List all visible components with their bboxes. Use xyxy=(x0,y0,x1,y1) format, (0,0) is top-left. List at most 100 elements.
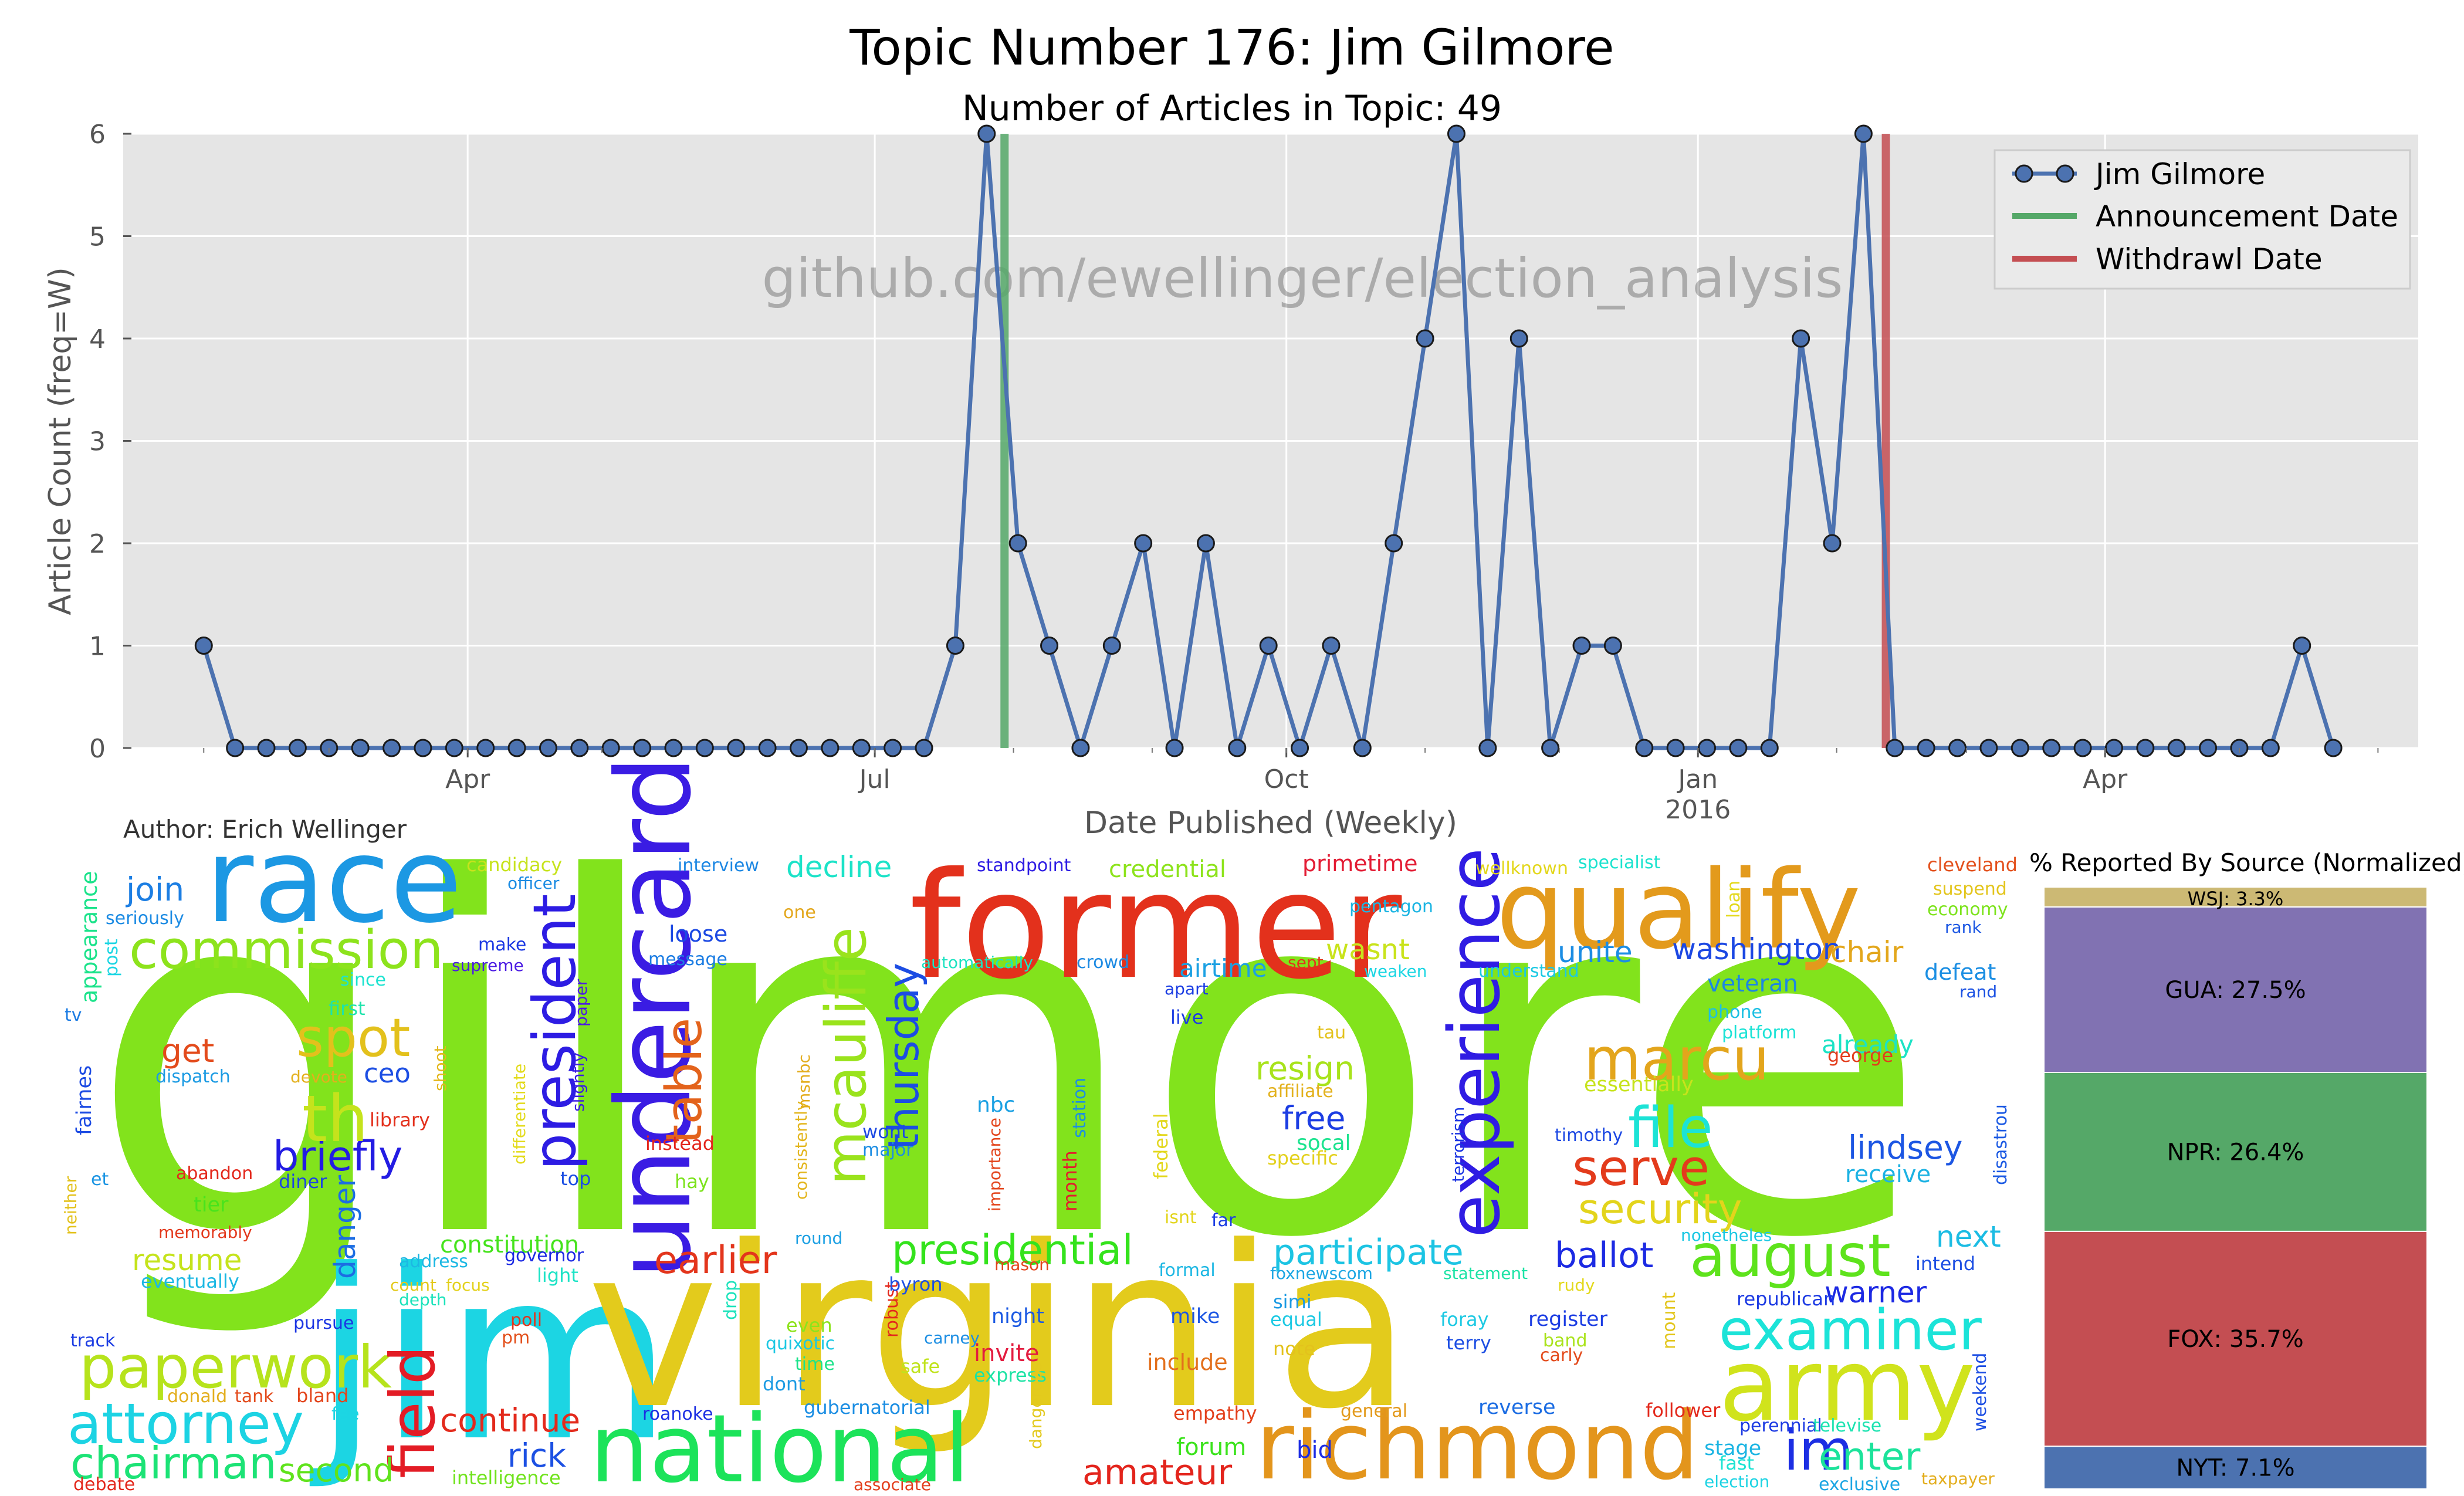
word-cloud-word: george xyxy=(1827,1044,1893,1067)
word-cloud-word: interview xyxy=(678,855,759,876)
data-point xyxy=(2073,739,2092,757)
word-cloud-word: august xyxy=(1690,1221,1891,1290)
word-cloud-word: roanoke xyxy=(642,1404,713,1424)
word-cloud-word: since xyxy=(340,970,386,990)
word-cloud-word: security xyxy=(1578,1185,1742,1233)
series-jim-gilmore xyxy=(194,124,2343,757)
word-cloud-word: socal xyxy=(1297,1131,1351,1155)
word-cloud-word: stage xyxy=(1704,1437,1761,1460)
word-cloud-word: perennial xyxy=(1739,1416,1822,1436)
word-cloud-word: dispatch xyxy=(155,1067,231,1087)
word-cloud-word: importance xyxy=(985,1118,1004,1211)
data-point xyxy=(257,739,276,757)
word-cloud-word: sept xyxy=(1288,953,1324,972)
data-point xyxy=(1823,534,1842,553)
word-cloud-word: thursday xyxy=(879,963,928,1150)
y-tick-label: 3 xyxy=(89,427,106,457)
word-cloud-word: continue xyxy=(440,1402,580,1439)
x-tick-sublabel: 2016 xyxy=(1665,795,1731,825)
word-cloud-word: amateur xyxy=(1082,1452,1232,1493)
word-cloud-word: nonetheles xyxy=(1681,1226,1772,1245)
data-point xyxy=(2104,739,2123,757)
word-cloud-word: night xyxy=(991,1305,1044,1328)
word-cloud-word: bland xyxy=(296,1385,348,1407)
data-point xyxy=(1416,329,1434,348)
word-cloud-word: next xyxy=(1936,1220,2001,1254)
data-point xyxy=(915,739,933,757)
word-cloud-word: major xyxy=(862,1140,913,1160)
word-cloud-word: th xyxy=(302,1081,368,1156)
chart-title: Topic Number 176: Jim Gilmore xyxy=(849,19,1614,76)
word-cloud-word: one xyxy=(783,902,816,923)
word-cloud-word: undercard xyxy=(595,756,714,1279)
y-tick-label: 5 xyxy=(89,222,106,252)
legend-marker-jim-gilmore xyxy=(2015,164,2033,183)
word-cloud-word: forum xyxy=(1176,1434,1246,1461)
word-cloud-word: diner xyxy=(279,1170,327,1193)
word-cloud-word: band xyxy=(1543,1331,1587,1351)
data-point xyxy=(1635,739,1654,757)
word-cloud-word: richmond xyxy=(1255,1391,1699,1496)
word-cloud-word: make xyxy=(478,935,526,955)
word-cloud-word: washington xyxy=(1672,932,1841,966)
word-cloud-word: express xyxy=(974,1364,1047,1386)
word-cloud-word: tau xyxy=(1317,1023,1346,1043)
data-point xyxy=(2167,739,2186,757)
data-point xyxy=(1792,329,1810,348)
word-cloud-word: paperwork xyxy=(79,1333,392,1402)
data-point xyxy=(194,637,213,655)
word-cloud-word: resume xyxy=(132,1243,242,1277)
word-cloud-word: earlier xyxy=(654,1238,777,1282)
data-point xyxy=(1008,534,1027,553)
word-cloud-word: consistently xyxy=(791,1101,811,1200)
data-point xyxy=(727,739,746,757)
data-point xyxy=(1948,739,1967,757)
word-cloud-word: experience xyxy=(1434,848,1516,1238)
y-tick-label: 2 xyxy=(89,529,106,559)
word-cloud-word: statement xyxy=(1443,1264,1528,1283)
data-point xyxy=(1478,739,1497,757)
word-cloud-word: post xyxy=(101,939,122,977)
word-cloud-word: far xyxy=(1211,1210,1236,1231)
word-cloud-word: pursue xyxy=(293,1313,354,1333)
word-cloud-word: terrorism xyxy=(1448,1107,1468,1182)
word-cloud-word: equal xyxy=(1270,1308,1322,1331)
data-point xyxy=(351,739,370,757)
word-cloud-word: robust xyxy=(882,1281,902,1338)
word-cloud-word: wont xyxy=(862,1121,909,1143)
data-point xyxy=(445,739,463,757)
word-cloud-word: serve xyxy=(1572,1139,1710,1197)
word-cloud-word: understand xyxy=(1478,961,1579,981)
word-cloud-word: count xyxy=(390,1275,436,1295)
word-cloud-word: receive xyxy=(1845,1161,1931,1188)
word-cloud-word: month xyxy=(1059,1150,1081,1211)
word-cloud-word: attorney xyxy=(67,1392,304,1457)
word-cloud-word: examiner xyxy=(1719,1298,1982,1363)
word-cloud-word: standpoint xyxy=(977,855,1071,876)
word-cloud-word: lindsey xyxy=(1848,1129,1962,1166)
word-cloud-word: neither xyxy=(61,1176,80,1235)
word-cloud-word: general xyxy=(1341,1401,1407,1421)
word-cloud-word: time xyxy=(795,1354,835,1375)
source-bar-chart: % Reported By Source (Normalized) NYT: 7… xyxy=(2029,848,2464,1490)
word-cloud-word: crowd xyxy=(1077,952,1129,973)
word-cloud-word: decline xyxy=(786,850,892,884)
word-cloud-word: differentiate xyxy=(510,1064,529,1165)
word-cloud-word: hay xyxy=(675,1170,709,1193)
word-cloud-word: mount xyxy=(1659,1292,1680,1349)
word-cloud-word: fairnes xyxy=(73,1065,96,1135)
word-cloud-word: join xyxy=(126,871,184,908)
word-cloud-word: quixotic xyxy=(766,1333,835,1354)
word-cloud-word: intelligence xyxy=(452,1467,561,1489)
word-cloud-word: disastrou xyxy=(1991,1104,2011,1185)
data-point xyxy=(1760,739,1779,757)
watermark: github.com/ewellinger/election_analysis xyxy=(761,247,1843,310)
word-cloud-word: register xyxy=(1528,1308,1608,1331)
word-cloud-word: federal xyxy=(1150,1113,1172,1179)
word-cloud-word: include xyxy=(1147,1349,1228,1375)
word-cloud-word: specific xyxy=(1267,1147,1338,1169)
y-tick-label: 6 xyxy=(89,120,106,150)
word-cloud-word: empathy xyxy=(1173,1402,1257,1424)
word-cloud-word: carly xyxy=(1540,1345,1583,1366)
word-cloud-word: terry xyxy=(1446,1332,1491,1354)
